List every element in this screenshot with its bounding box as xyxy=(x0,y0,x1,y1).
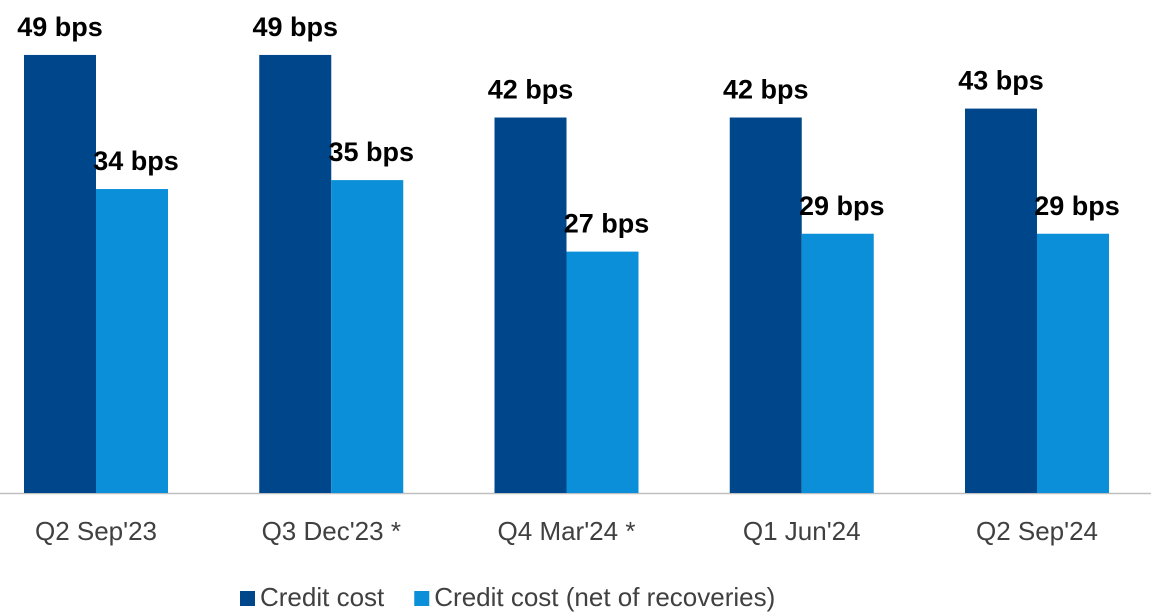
legend-label: Credit cost xyxy=(260,582,385,612)
legend-swatch xyxy=(414,591,430,606)
bar xyxy=(331,180,404,493)
data-label: 29 bps xyxy=(799,191,885,221)
data-label: 29 bps xyxy=(1034,191,1120,221)
bar xyxy=(24,54,96,493)
data-label: 49 bps xyxy=(252,12,338,42)
bar xyxy=(965,108,1037,493)
data-label: 27 bps xyxy=(564,209,650,239)
bar xyxy=(566,251,639,493)
legend-swatch xyxy=(240,591,255,606)
bar xyxy=(1037,233,1109,494)
bar xyxy=(259,54,332,493)
data-label: 34 bps xyxy=(93,146,179,176)
x-tick-label: Q2 Sep'24 xyxy=(976,516,1098,546)
x-tick-label: Q2 Sep'23 xyxy=(35,516,157,546)
data-label: 35 bps xyxy=(328,137,414,167)
bar xyxy=(494,117,567,494)
x-tick-label: Q1 Jun'24 xyxy=(743,516,861,546)
x-tick-label: Q4 Mar'24 * xyxy=(498,516,636,546)
bar xyxy=(801,233,874,494)
data-label: 49 bps xyxy=(17,12,103,42)
data-label: 42 bps xyxy=(723,75,809,105)
x-tick-label: Q3 Dec'23 * xyxy=(262,516,401,546)
bar xyxy=(96,189,168,494)
bar xyxy=(729,117,802,494)
legend-label: Credit cost (net of recoveries) xyxy=(434,582,775,612)
data-label: 43 bps xyxy=(958,66,1044,96)
data-label: 42 bps xyxy=(488,75,574,105)
